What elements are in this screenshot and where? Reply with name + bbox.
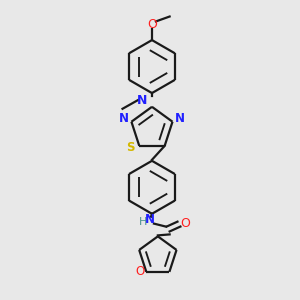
Text: S: S (126, 141, 135, 154)
Text: N: N (176, 112, 185, 125)
Text: H: H (139, 217, 147, 226)
Text: O: O (180, 217, 190, 230)
Text: O: O (147, 18, 157, 31)
Text: N: N (137, 94, 147, 107)
Text: O: O (136, 266, 145, 278)
Text: N: N (118, 112, 129, 125)
Text: N: N (145, 213, 155, 226)
